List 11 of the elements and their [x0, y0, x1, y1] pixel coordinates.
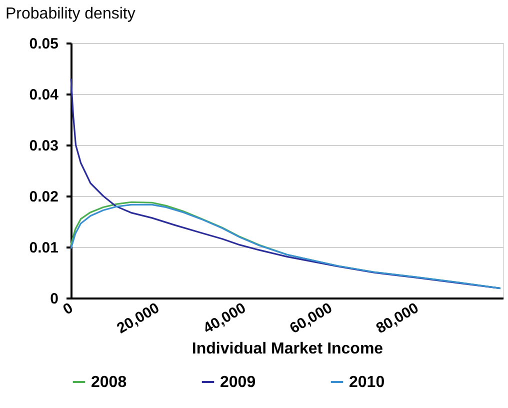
legend-label: 2009 — [220, 374, 256, 391]
x-axis-title: Individual Market Income — [192, 340, 384, 358]
y-axis-title: Probability density — [6, 6, 136, 22]
y-tick-label: 0.05 — [29, 36, 58, 52]
legend-label: 2008 — [91, 374, 127, 391]
y-tick-label: 0.01 — [29, 240, 58, 256]
x-tick-label: 0 — [60, 300, 76, 318]
y-tick-label: 0.04 — [29, 86, 60, 104]
y-tick-label: 0.03 — [29, 138, 58, 154]
legend-label: 2010 — [349, 374, 385, 391]
y-tick-label: 0.02 — [29, 188, 58, 206]
